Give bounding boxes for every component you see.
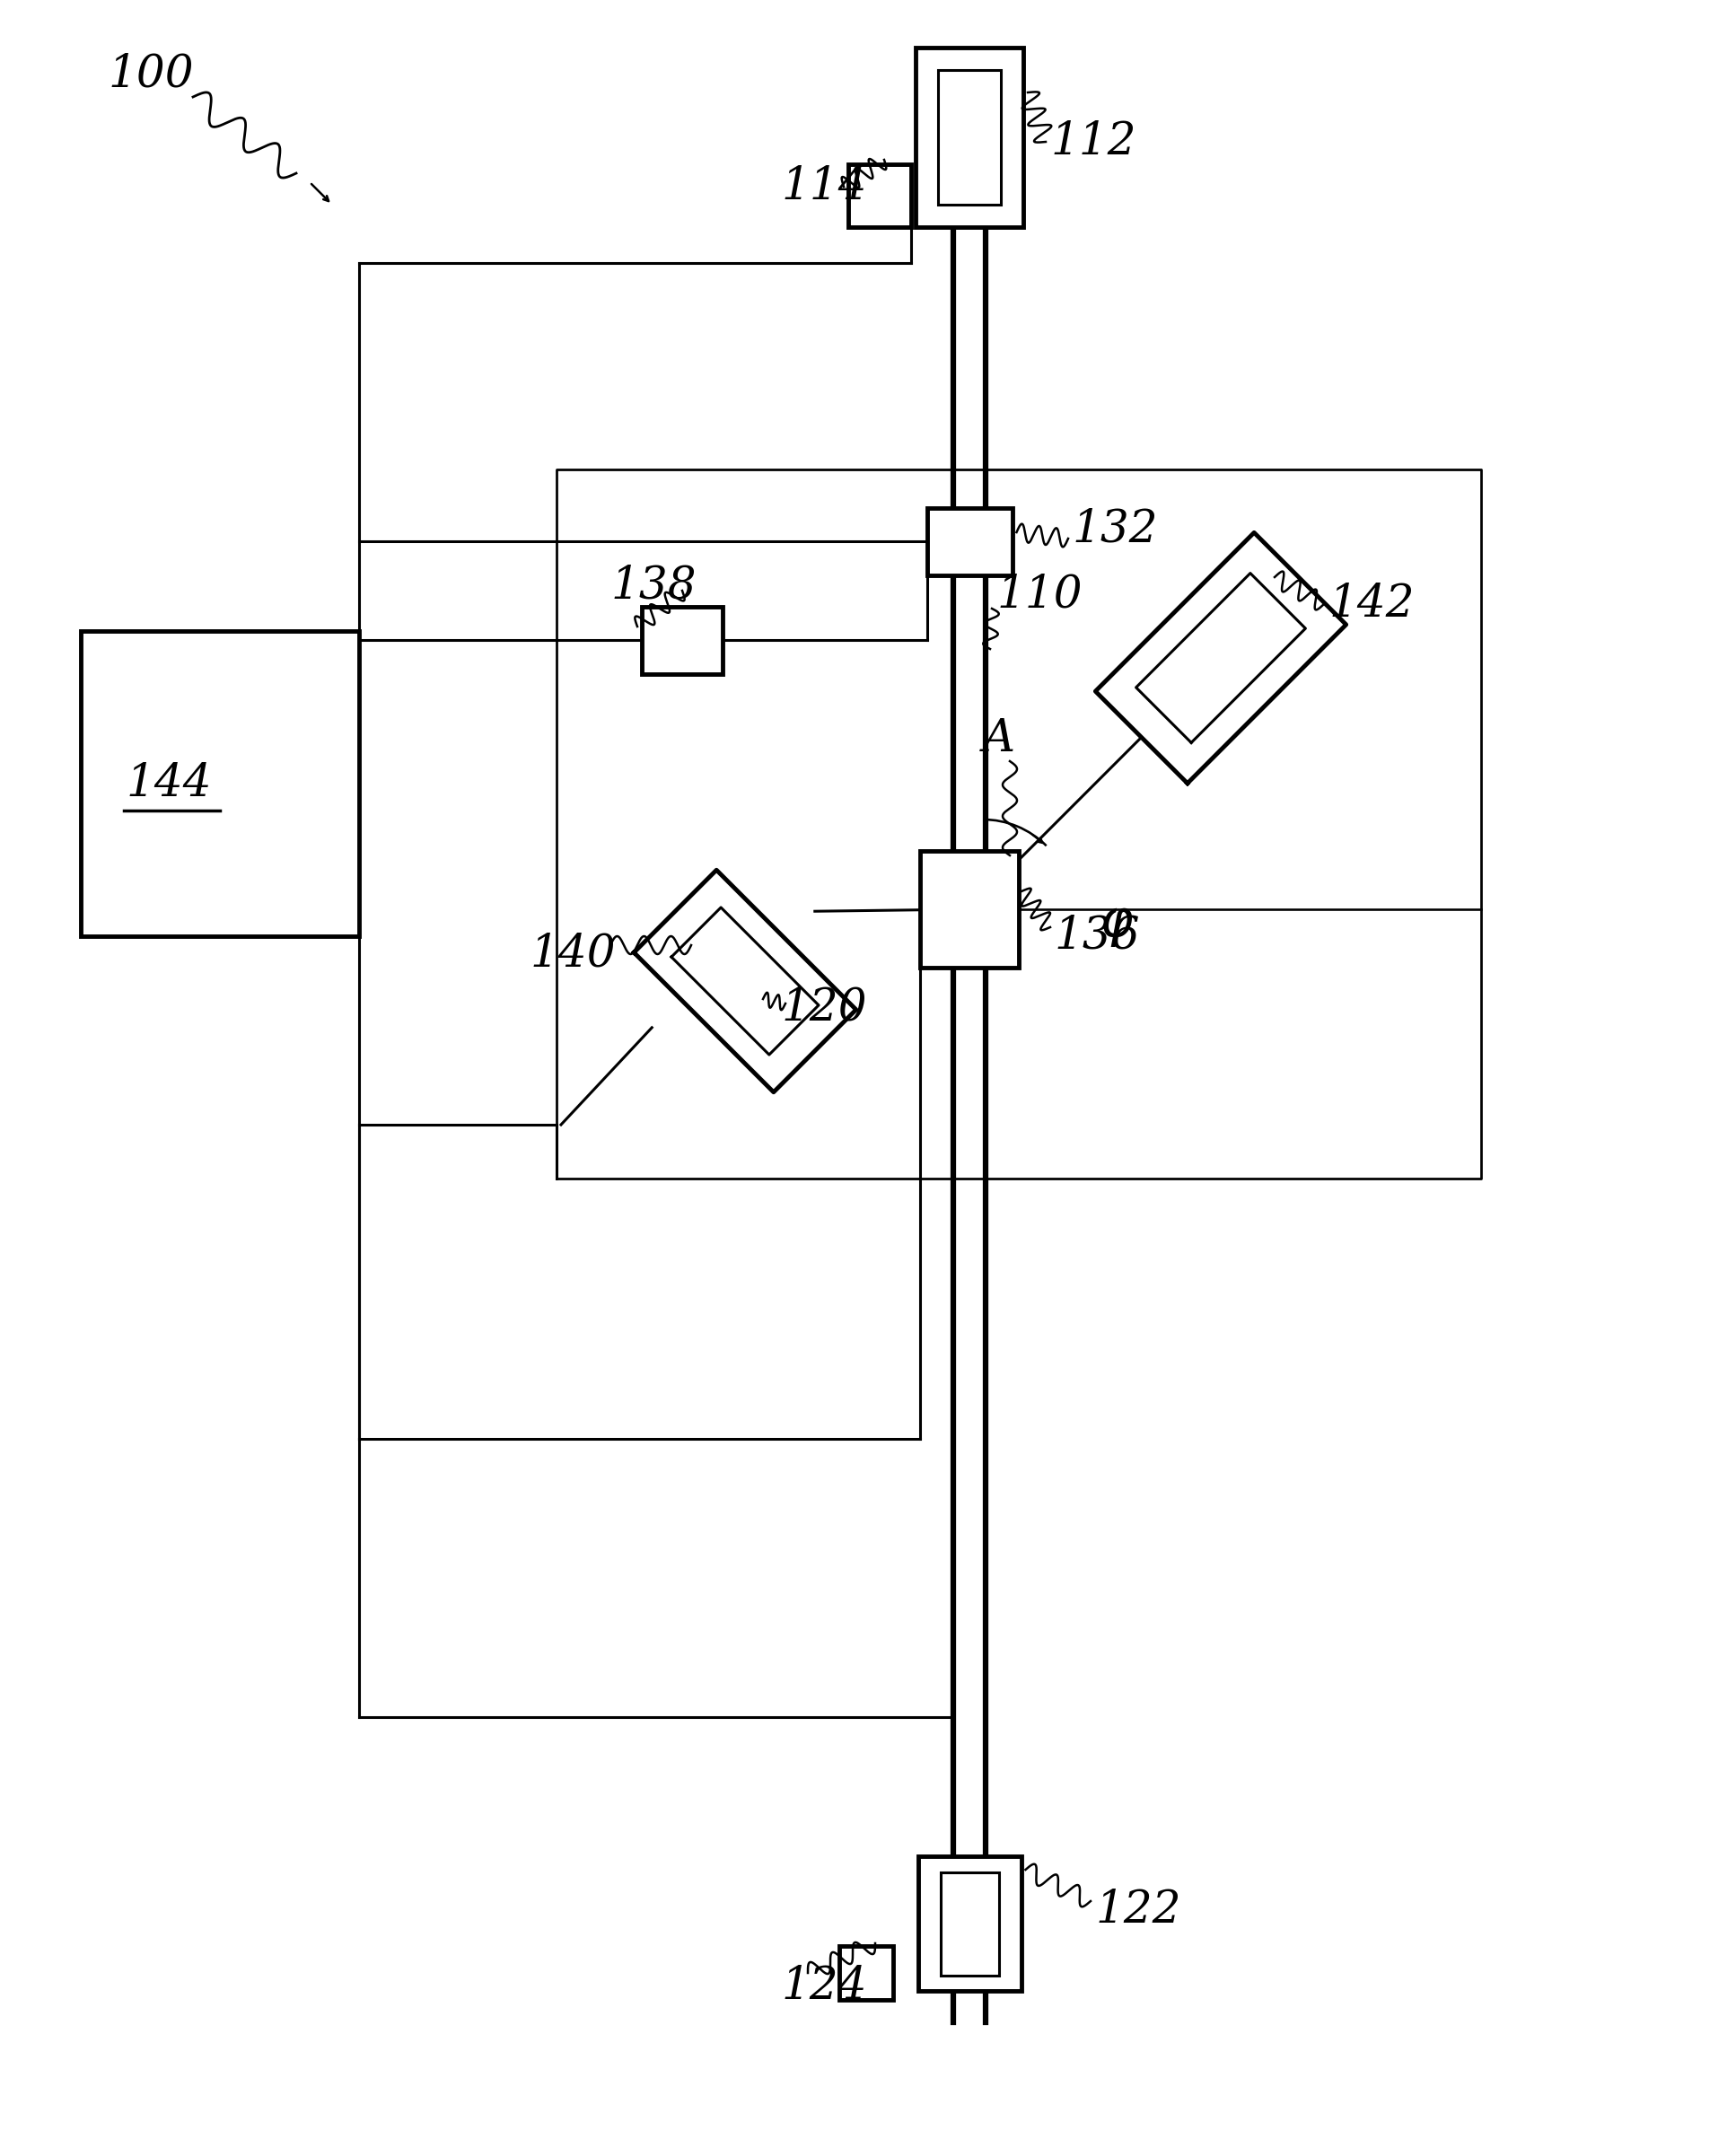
- Text: 144: 144: [125, 760, 212, 805]
- Bar: [838, 1947, 892, 2000]
- Bar: [937, 70, 1002, 204]
- Bar: [918, 1855, 1021, 1992]
- Bar: [927, 507, 1012, 575]
- Text: $\varphi$: $\varphi$: [1099, 899, 1134, 948]
- Text: 132: 132: [1073, 507, 1158, 552]
- Text: 136: 136: [1055, 914, 1141, 958]
- Bar: [920, 850, 1019, 967]
- Text: 120: 120: [781, 986, 866, 1031]
- Text: 100: 100: [108, 53, 193, 96]
- Text: 110: 110: [996, 573, 1082, 618]
- Text: A: A: [983, 716, 1016, 760]
- Bar: [82, 630, 359, 937]
- Bar: [915, 47, 1023, 228]
- Text: 122: 122: [1095, 1887, 1180, 1932]
- Bar: [941, 1872, 998, 1975]
- Text: 112: 112: [1050, 119, 1135, 164]
- Text: 140: 140: [529, 933, 616, 976]
- Bar: [642, 607, 722, 673]
- Text: 124: 124: [781, 1964, 866, 2009]
- Text: 138: 138: [611, 564, 696, 609]
- Bar: [849, 164, 911, 228]
- Text: 114: 114: [781, 164, 866, 209]
- Text: 142: 142: [1328, 581, 1415, 626]
